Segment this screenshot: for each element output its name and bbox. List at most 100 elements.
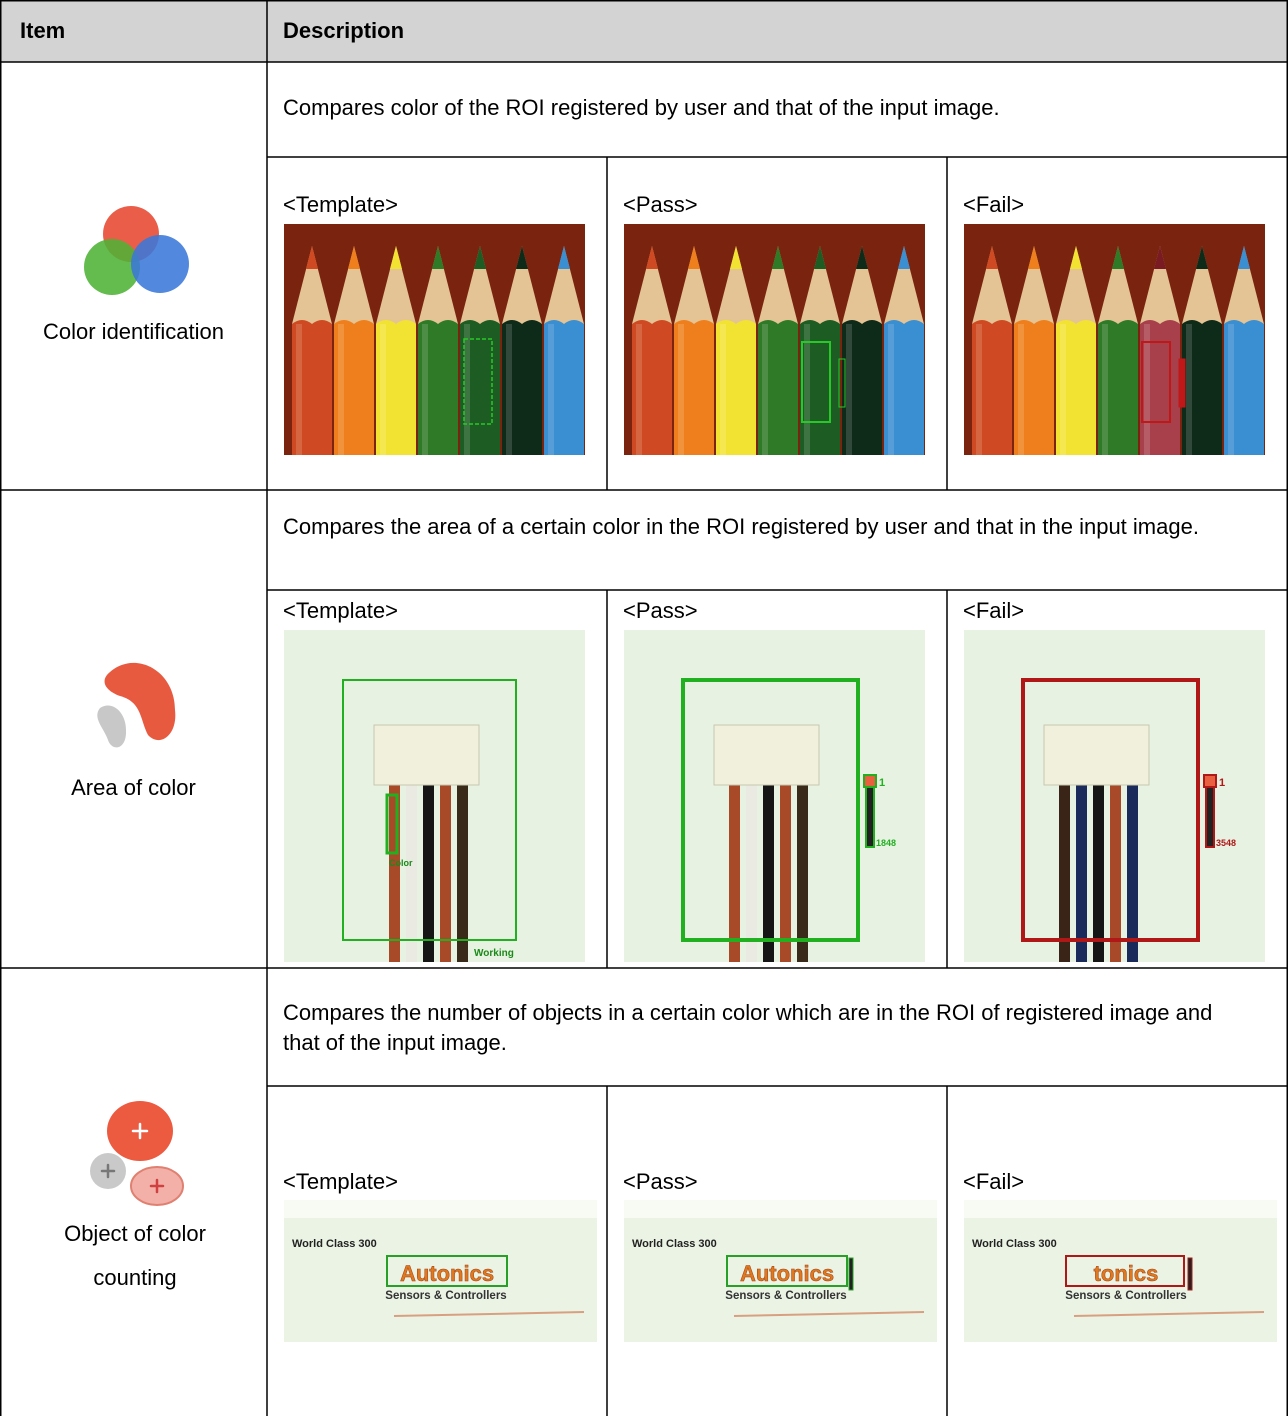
wire xyxy=(1127,780,1138,962)
overlay-text: 3548 xyxy=(1216,838,1236,848)
pencil-shine xyxy=(636,324,642,455)
overlay-text: World Class 300 xyxy=(292,1238,377,1250)
image-caption: <Template> xyxy=(283,598,398,623)
photo-top xyxy=(284,1200,597,1218)
pencil-wood xyxy=(418,246,458,324)
pencil-body xyxy=(460,320,500,455)
icon-color-identification xyxy=(84,206,189,295)
item-label: Area of color xyxy=(71,775,196,800)
pencil-shine xyxy=(1060,324,1066,455)
pencil-shine xyxy=(846,324,852,455)
pencil-wood xyxy=(1182,246,1222,324)
pencil-shine xyxy=(804,324,810,455)
pencil-shine xyxy=(1186,324,1192,455)
pencil-lead xyxy=(898,246,910,269)
wire xyxy=(1110,780,1121,962)
pencil-wood xyxy=(1014,246,1054,324)
overlay-text: 1 xyxy=(1219,777,1225,789)
screenshot-image xyxy=(964,224,1265,455)
description: Compares the area of a certain color in … xyxy=(283,514,1199,539)
wire xyxy=(1093,780,1104,962)
overlay-text: Sensors & Controllers xyxy=(725,1290,846,1302)
connector xyxy=(373,724,480,786)
pencil-wood xyxy=(842,246,882,324)
pencil-body xyxy=(544,320,584,455)
header-item: Item xyxy=(20,18,66,43)
pencil-lead xyxy=(390,246,402,269)
wire xyxy=(1059,780,1070,962)
overlay-text: Sensors & Controllers xyxy=(385,1290,506,1302)
overlay-text: Sensors & Controllers xyxy=(1065,1290,1186,1302)
wire xyxy=(389,780,400,962)
pencil-lead xyxy=(814,246,826,269)
overlay-text: World Class 300 xyxy=(632,1238,717,1250)
pencil-lead xyxy=(306,246,318,269)
pencil-wood xyxy=(972,246,1012,324)
screenshot-image: World Class 300 tonics Sensors & Controlle… xyxy=(964,1200,1277,1342)
overlay-text: 1 xyxy=(879,777,885,789)
pencil-wood xyxy=(1056,246,1096,324)
pencil-shine xyxy=(422,324,428,455)
pencil-wood xyxy=(758,246,798,324)
pencil-wood xyxy=(716,246,756,324)
bar-indicator xyxy=(1187,1257,1193,1291)
pencil-wood xyxy=(502,246,542,324)
roi xyxy=(342,679,517,941)
pencil-lead xyxy=(516,246,528,269)
pencil-shine xyxy=(338,324,344,455)
pencil-lead xyxy=(1070,246,1082,269)
overlay-text: Working xyxy=(474,948,514,959)
photo-bg xyxy=(284,630,585,962)
pencil-body xyxy=(1098,320,1138,455)
screenshot-image xyxy=(624,224,925,455)
wire xyxy=(440,780,451,962)
roi xyxy=(1021,678,1200,942)
indicator-icon xyxy=(1203,774,1217,788)
roi xyxy=(386,1255,508,1287)
overlay-text: tonics xyxy=(1094,1261,1159,1286)
pencil-body xyxy=(292,320,332,455)
roi xyxy=(463,338,493,425)
pencil-wood xyxy=(334,246,374,324)
pencil-lead xyxy=(1196,246,1208,269)
icon-object-of-color-counting xyxy=(90,1101,184,1206)
pencil-shine xyxy=(380,324,386,455)
pencil-body xyxy=(1224,320,1264,455)
icon-area-of-color xyxy=(97,662,176,748)
roi xyxy=(801,341,831,423)
photo-bg xyxy=(624,1200,937,1342)
photo-line xyxy=(1073,1311,1265,1317)
wire xyxy=(423,780,434,962)
image-caption: <Pass> xyxy=(623,192,698,217)
pencil-lead xyxy=(432,246,444,269)
pencil-body xyxy=(1056,320,1096,455)
pencil-body xyxy=(418,320,458,455)
wire xyxy=(406,780,417,962)
wire xyxy=(746,780,757,962)
pencil-lead xyxy=(558,246,570,269)
overlay-text: 1848 xyxy=(876,838,896,848)
image-caption: <Template> xyxy=(283,192,398,217)
header-bg xyxy=(0,0,1288,62)
pencil-wood xyxy=(460,246,500,324)
wire xyxy=(763,780,774,962)
indicator-icon xyxy=(863,774,877,788)
roi xyxy=(726,1255,848,1287)
pencil-lead xyxy=(1154,246,1166,269)
image-caption: <Fail> xyxy=(963,598,1025,623)
pencil-shine xyxy=(888,324,894,455)
pencil-lead xyxy=(1028,246,1040,269)
photo-bg xyxy=(964,1200,1277,1342)
pencil-shine xyxy=(548,324,554,455)
pencil-body xyxy=(716,320,756,455)
pencil-body xyxy=(376,320,416,455)
image-caption: <Fail> xyxy=(963,1169,1025,1194)
description: Compares the number of objects in a cert… xyxy=(283,1000,1213,1055)
pencil-body xyxy=(1182,320,1222,455)
wire xyxy=(797,780,808,962)
pencil-wood xyxy=(292,246,332,324)
pencil-lead xyxy=(474,246,486,269)
pencil-body xyxy=(972,320,1012,455)
pencil-lead xyxy=(730,246,742,269)
